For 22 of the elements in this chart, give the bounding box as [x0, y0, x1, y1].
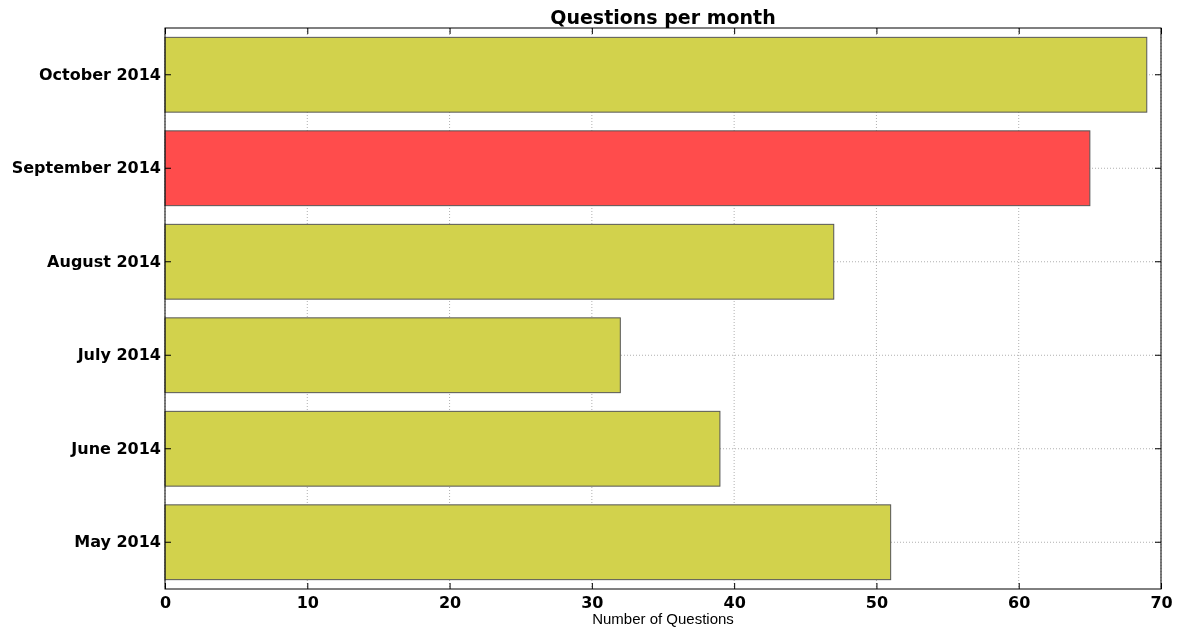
x-tick-label: 30 — [581, 593, 604, 613]
chart-title: Questions per month — [550, 6, 776, 28]
y-tick-label: July 2014 — [76, 345, 161, 365]
y-tick-label: August 2014 — [47, 251, 161, 271]
bar — [164, 410, 721, 487]
x-tick-label: 50 — [865, 593, 889, 613]
y-tick-label: June 2014 — [70, 438, 161, 458]
y-tick-label: May 2014 — [74, 532, 161, 552]
x-tick-label: 70 — [1150, 593, 1173, 613]
x-tick-label: 60 — [1008, 593, 1031, 613]
x-tick-label: 10 — [296, 593, 319, 613]
x-tick-label: 40 — [723, 593, 746, 613]
x-tick-label: 20 — [438, 593, 462, 613]
y-tick-label: September 2014 — [11, 158, 161, 178]
x-tick-label: 0 — [159, 593, 172, 613]
bar — [164, 36, 1148, 113]
bar — [164, 317, 621, 394]
bar — [164, 504, 892, 581]
bar — [164, 130, 1091, 207]
y-tick-label: October 2014 — [38, 64, 161, 84]
x-axis-title: Number of Questions — [592, 610, 734, 627]
bar — [164, 223, 835, 300]
